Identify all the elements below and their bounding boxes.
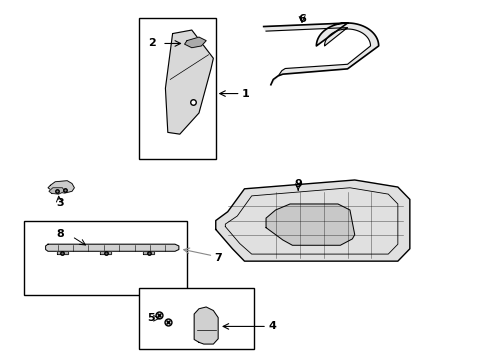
Polygon shape — [57, 251, 68, 254]
Polygon shape — [184, 37, 206, 48]
Bar — [139, 18, 215, 159]
Text: 5: 5 — [147, 313, 155, 323]
Polygon shape — [265, 204, 354, 245]
Polygon shape — [45, 244, 179, 251]
Polygon shape — [263, 23, 378, 85]
Bar — [139, 288, 254, 349]
Text: 8: 8 — [56, 229, 64, 239]
Text: 2: 2 — [148, 39, 156, 49]
Text: 7: 7 — [214, 253, 222, 262]
Polygon shape — [215, 180, 409, 261]
Text: 1: 1 — [241, 89, 249, 99]
Polygon shape — [48, 181, 74, 193]
Text: 4: 4 — [268, 321, 276, 332]
Polygon shape — [49, 188, 64, 194]
Polygon shape — [194, 307, 218, 344]
Text: 6: 6 — [298, 14, 305, 24]
Polygon shape — [142, 251, 154, 254]
Polygon shape — [100, 251, 111, 254]
Bar — [24, 221, 186, 294]
Text: 9: 9 — [294, 179, 302, 189]
Polygon shape — [165, 30, 213, 134]
Text: 3: 3 — [56, 198, 63, 208]
